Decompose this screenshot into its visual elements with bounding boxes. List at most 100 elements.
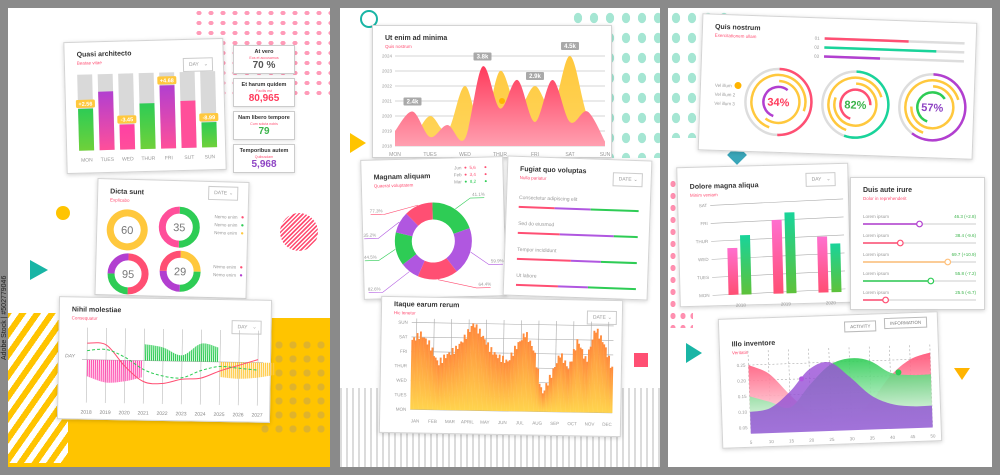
- histogram-bar: [586, 349, 590, 413]
- x-tick-label: 2023: [175, 411, 186, 417]
- progress-segment: [557, 285, 588, 289]
- grid-line: [411, 336, 614, 341]
- value-badge-label: 3.8k: [477, 55, 489, 61]
- value-badge: [526, 72, 544, 80]
- ring-arc: [764, 79, 801, 125]
- grid-line: [161, 328, 164, 404]
- donut-value: 60: [121, 225, 134, 237]
- nihil-molestiae-card: Nihil molestiae Consequatur DAY ⌄ 2018 201…: [56, 296, 276, 423]
- quasi-architecto-card: Quasi architecto Beatae vitae DAY ⌄ MON +2…: [63, 37, 227, 175]
- value-badge-label: 2.4k: [407, 100, 419, 106]
- progress-segment: [590, 208, 639, 213]
- hatched-area: [143, 343, 219, 362]
- slider-handle[interactable]: [944, 258, 952, 266]
- y-tick-label: 0.15: [738, 394, 747, 399]
- slider-handle[interactable]: [896, 239, 904, 247]
- ring-arc: [827, 76, 883, 132]
- legend-label: Feb: [454, 172, 462, 177]
- slider-label: Lorem ipsum: [863, 271, 889, 276]
- histogram-bar: [597, 338, 601, 413]
- value-badge: [117, 115, 137, 124]
- legend-dot: [239, 274, 243, 277]
- histogram-bar: [576, 343, 580, 413]
- label-leader: [370, 204, 419, 215]
- histogram-bar: [470, 323, 475, 411]
- histogram-bar: [593, 332, 597, 413]
- card-title: Duis aute irure: [863, 187, 913, 194]
- x-tick-label: 2025: [213, 412, 224, 418]
- percent-label: 77.3%: [370, 208, 383, 213]
- y-tick-label: 0.25: [737, 363, 746, 368]
- stat-sublabel: Eos et accusamus: [249, 56, 279, 60]
- histogram-bar: [430, 347, 434, 410]
- x-tick-label: THUR: [493, 152, 507, 158]
- histogram-bar: [465, 329, 470, 411]
- histogram-bar: [462, 334, 466, 411]
- x-tick-label: FEB: [428, 419, 437, 424]
- bar: [830, 243, 842, 293]
- itaque-earum-card: Itaque earum rerum Hic tenetur DATE ⌄ MON…: [378, 295, 624, 438]
- histogram-bar: [544, 383, 548, 412]
- value-badge-label: +2.56: [78, 102, 92, 108]
- histogram-bar: [485, 342, 490, 411]
- donut-segment: [395, 213, 419, 237]
- slider-handle[interactable]: [882, 296, 889, 304]
- histogram-bar: [415, 333, 419, 410]
- donut-value: 29: [174, 266, 187, 278]
- donut-segment: [107, 273, 129, 295]
- histogram-bar: [480, 335, 485, 411]
- bar-fill: [824, 37, 909, 43]
- y-tick-label: TUES: [394, 392, 406, 397]
- histogram-bar: [590, 339, 594, 413]
- histogram-bar: [411, 337, 416, 410]
- stat-value: 5,968: [251, 159, 277, 170]
- histogram-bar: [423, 338, 427, 410]
- yellow-triangle: [350, 133, 366, 153]
- histogram-bar: [538, 383, 541, 412]
- legend-dot: [484, 166, 487, 169]
- y-tick-label: THUR: [696, 239, 709, 244]
- legend-dot: [464, 173, 467, 176]
- y-tick-label: 2020: [382, 114, 393, 119]
- donut-charts: 60 35 95 29 Nemo enim Nemo enim Nemo enim Nemo …: [106, 206, 244, 295]
- line-chart: 2018 2019 2020 2021 2022 2023 2024 2025 2026 2027…: [65, 327, 276, 419]
- bar: [98, 91, 115, 151]
- legend-label: Nemo enim: [214, 222, 237, 228]
- histogram-bar: [491, 354, 494, 411]
- y-tick-label: 0.05: [739, 425, 748, 430]
- y-tick-label: SUN: [398, 320, 408, 325]
- legend-label: Nemo enim: [215, 214, 238, 220]
- histogram-bar: [598, 335, 602, 413]
- x-tick-label: AUG: [532, 421, 542, 426]
- slider-handle[interactable]: [927, 277, 935, 285]
- progress-segment: [518, 205, 555, 210]
- histogram-bar: [521, 333, 525, 412]
- legend-value: 3,4: [470, 172, 477, 177]
- bar: [771, 219, 784, 294]
- histogram-bar: [543, 390, 546, 412]
- progress-segment: [600, 260, 637, 265]
- slider-handle[interactable]: [916, 220, 923, 228]
- histogram-bar: [418, 331, 422, 410]
- x-tick-label: JUN: [498, 420, 507, 425]
- y-tick-label: WED: [698, 257, 709, 262]
- legend-label: Mar: [454, 179, 462, 184]
- teal-triangle: [30, 260, 48, 280]
- histogram-bar: [546, 385, 549, 412]
- bar: [784, 212, 797, 294]
- label-leader: [470, 251, 503, 265]
- x-tick-label: TUES: [423, 152, 437, 158]
- progress-segment: [559, 233, 614, 238]
- x-tick-label: 10: [769, 439, 775, 444]
- progress-segment: [517, 231, 560, 236]
- legend-label: Vel illum: [715, 83, 732, 89]
- histogram-bar: [580, 349, 584, 413]
- x-tick-label: DEC: [602, 422, 612, 427]
- stat-sublabel: Cum soluta nobis: [250, 122, 278, 126]
- progress-label: Sed do eiusmod: [518, 221, 555, 228]
- value-badge: [75, 99, 95, 108]
- histogram-bar: [448, 354, 452, 411]
- x-tick-label: 35: [870, 435, 876, 440]
- progress-segment: [570, 259, 601, 263]
- overlapping-area-chart: 0.05 0.10 0.15 0.20 0.25 5 10 15 20 25 30 35 40 45 50: [737, 344, 936, 445]
